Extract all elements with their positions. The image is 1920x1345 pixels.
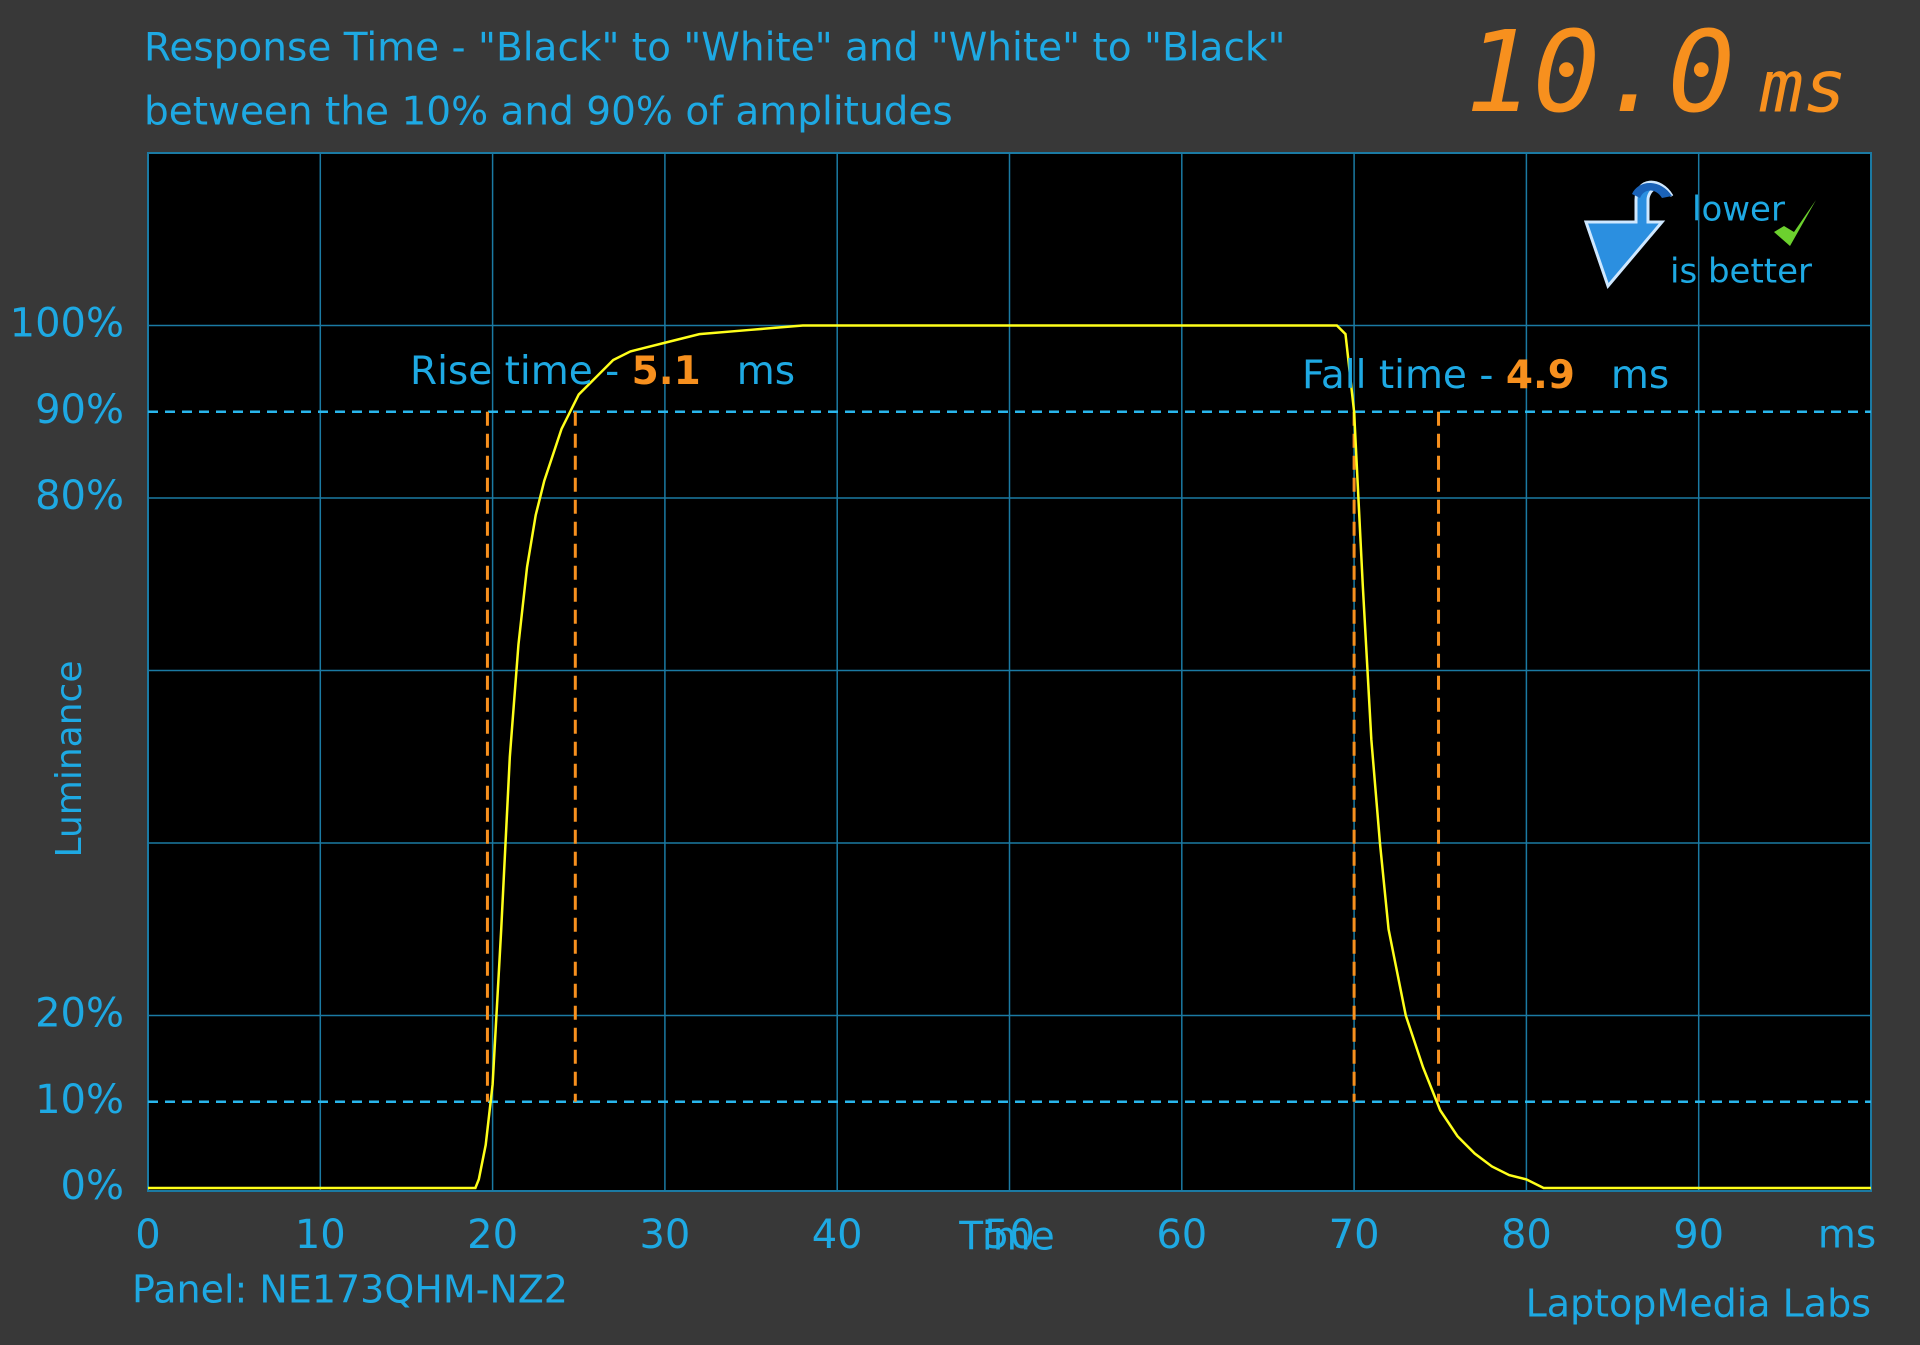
annotation-label: Rise time - — [410, 349, 632, 394]
annotation: Rise time - 5.1 ms — [410, 349, 795, 394]
badge-text: lower — [1692, 190, 1785, 230]
y-tick-label: 10% — [35, 1077, 124, 1123]
annotation-unit: ms — [1611, 353, 1669, 398]
score-unit: ms — [1759, 45, 1847, 129]
credit: LaptopMedia Labs — [1526, 1282, 1871, 1326]
annotation: Fall time - 4.9 ms — [1302, 353, 1669, 398]
annotation-unit: ms — [737, 349, 795, 394]
data-line — [148, 324, 1871, 1190]
y-tick-label: 90% — [35, 387, 124, 433]
x-tick-label: 0 — [135, 1212, 160, 1258]
x-tick-label: 20 — [467, 1212, 518, 1258]
x-axis-unit: ms — [1818, 1213, 1876, 1258]
badge-icon — [1583, 180, 1816, 289]
badge-text: is better — [1670, 252, 1812, 292]
x-tick-label: 60 — [1156, 1212, 1207, 1258]
x-tick-label: 80 — [1501, 1212, 1552, 1258]
x-tick-label: 70 — [1329, 1212, 1380, 1258]
y-tick-label: 20% — [35, 991, 124, 1037]
plot-border — [147, 152, 1872, 1192]
x-tick-label: 40 — [812, 1212, 863, 1258]
chart-subtitle: between the 10% and 90% of amplitudes — [144, 90, 953, 135]
annotation-label: Fall time - — [1302, 353, 1506, 398]
chart-title: Response Time - "Black" to "White" and "… — [144, 26, 1285, 71]
x-tick-label: 50 — [984, 1212, 1035, 1258]
annotation-value: 4.9 — [1506, 353, 1575, 398]
x-axis-label: Time — [958, 1215, 1054, 1260]
y-axis-label: Luminance — [49, 661, 90, 858]
x-tick-label: 10 — [295, 1212, 346, 1258]
y-tick-label: 0% — [61, 1163, 124, 1209]
annotation-value: 5.1 — [632, 349, 701, 394]
x-tick-label: 30 — [639, 1212, 690, 1258]
y-tick-label: 100% — [10, 301, 124, 347]
panel-label: Panel: NE173QHM-NZ2 — [132, 1268, 568, 1312]
y-tick-label: 80% — [35, 473, 124, 519]
x-tick-label: 90 — [1673, 1212, 1724, 1258]
score: 10.0 — [1465, 8, 1735, 138]
